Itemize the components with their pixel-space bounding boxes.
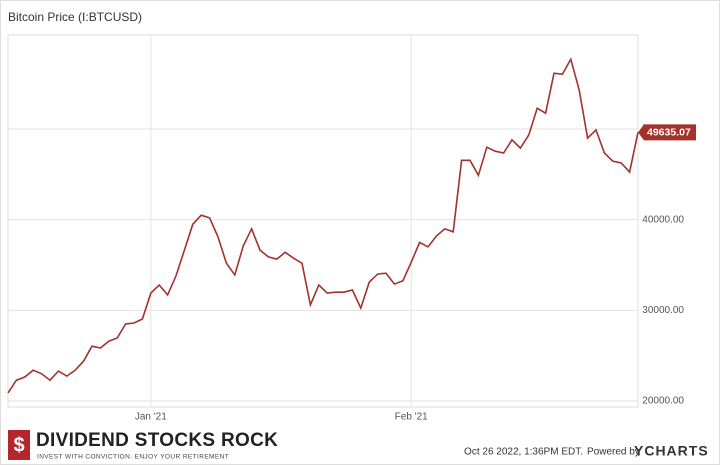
logo-symbol: $ xyxy=(13,434,24,456)
x-tick-label: Jan '21 xyxy=(135,412,167,423)
provider: YCHARTS xyxy=(634,443,709,459)
x-tick-label: Feb '21 xyxy=(395,412,428,423)
plot xyxy=(7,34,639,408)
logo-icon xyxy=(8,430,30,460)
y-tick-label: 30000.00 xyxy=(642,305,684,316)
powered-by: Powered by xyxy=(587,447,640,458)
price-line xyxy=(7,57,639,394)
footer: $ DIVIDEND STOCKS ROCK INVEST WITH CONVI… xyxy=(8,430,709,461)
y-tick-label: 20000.00 xyxy=(642,396,684,407)
timestamp: Oct 26 2022, 1:36PM EDT. xyxy=(464,447,583,458)
brand: DIVIDEND STOCKS ROCK xyxy=(36,430,278,451)
plot-border xyxy=(7,34,639,408)
last-value-label: 49635.07 xyxy=(647,127,691,139)
tagline: INVEST WITH CONVICTION. ENJOY YOUR RETIR… xyxy=(37,454,229,461)
last-value-tag xyxy=(638,124,696,141)
chart-title: Bitcoin Price (I:BTCUSD) xyxy=(8,10,142,24)
y-tick-label: 40000.00 xyxy=(642,214,684,225)
